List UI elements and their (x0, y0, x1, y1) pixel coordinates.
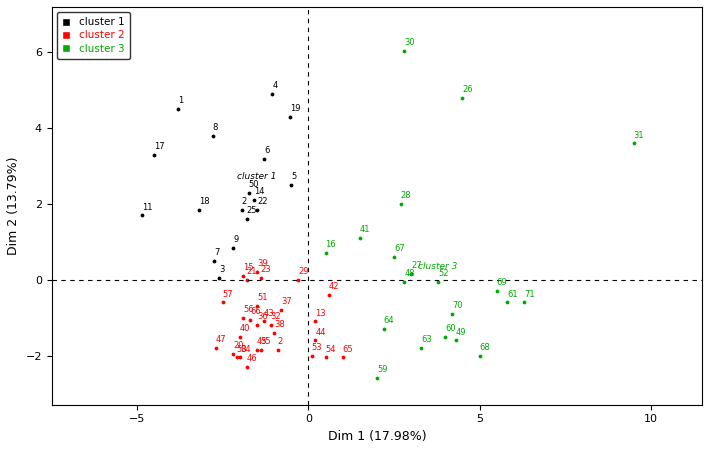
Text: 42: 42 (329, 282, 340, 291)
Text: 57: 57 (223, 290, 233, 299)
Text: 15: 15 (243, 263, 254, 272)
Text: 20: 20 (233, 341, 244, 350)
Text: 53: 53 (312, 343, 323, 352)
Text: 63: 63 (421, 335, 432, 344)
Text: 6: 6 (264, 146, 269, 155)
Text: 4: 4 (272, 81, 278, 90)
Text: 7: 7 (214, 248, 220, 257)
Text: 66: 66 (250, 307, 261, 316)
Text: 60: 60 (445, 324, 456, 333)
Text: cluster 1: cluster 1 (237, 172, 276, 181)
Text: 34: 34 (240, 345, 250, 354)
Text: 58: 58 (237, 345, 247, 354)
Text: 38: 38 (274, 320, 285, 329)
Text: 51: 51 (257, 293, 267, 302)
Text: 2: 2 (278, 337, 283, 346)
Text: 64: 64 (384, 316, 394, 325)
Text: 39: 39 (257, 259, 268, 268)
Text: 36: 36 (257, 312, 268, 321)
Text: 28: 28 (401, 191, 411, 200)
Text: 32: 32 (271, 312, 281, 321)
Text: 11: 11 (143, 202, 153, 211)
Text: 41: 41 (359, 225, 370, 234)
Text: 25: 25 (247, 207, 257, 216)
Text: 3: 3 (220, 265, 225, 274)
Legend: cluster 1, cluster 2, cluster 3: cluster 1, cluster 2, cluster 3 (57, 12, 130, 59)
Text: 21: 21 (247, 267, 257, 276)
Text: 50: 50 (249, 180, 259, 189)
Text: 52: 52 (438, 269, 449, 278)
Text: 35: 35 (260, 337, 271, 346)
Text: 29: 29 (298, 267, 308, 276)
Text: 54: 54 (325, 345, 336, 354)
Text: 45: 45 (257, 337, 267, 346)
Text: 59: 59 (377, 365, 387, 374)
Text: cluster 3: cluster 3 (418, 262, 457, 271)
Text: 13: 13 (316, 309, 326, 318)
Text: 8: 8 (213, 123, 218, 132)
Text: 47: 47 (216, 335, 227, 344)
Text: 68: 68 (479, 343, 491, 352)
Text: 19: 19 (289, 104, 300, 113)
Text: 2: 2 (242, 197, 247, 206)
Text: 1: 1 (179, 96, 184, 105)
Y-axis label: Dim 2 (13.79%): Dim 2 (13.79%) (7, 157, 20, 255)
Text: 43: 43 (264, 309, 274, 318)
Text: 14: 14 (254, 187, 264, 196)
Text: 22: 22 (257, 197, 267, 206)
Text: 18: 18 (199, 197, 210, 206)
Text: 48: 48 (404, 269, 415, 278)
Text: 70: 70 (452, 301, 463, 310)
Text: 16: 16 (325, 240, 336, 249)
Text: 61: 61 (507, 290, 518, 299)
Text: 49: 49 (456, 328, 466, 337)
Text: 65: 65 (342, 345, 353, 354)
X-axis label: Dim 1 (17.98%): Dim 1 (17.98%) (328, 430, 426, 443)
Text: 23: 23 (260, 265, 271, 274)
Text: 30: 30 (404, 38, 415, 47)
Text: 69: 69 (497, 278, 508, 287)
Text: 5: 5 (291, 172, 296, 181)
Text: 46: 46 (247, 354, 257, 363)
Text: 9: 9 (233, 235, 238, 244)
Text: 31: 31 (634, 130, 644, 140)
Text: 17: 17 (155, 142, 165, 151)
Text: 44: 44 (316, 328, 325, 337)
Text: 27: 27 (411, 261, 422, 270)
Text: 26: 26 (462, 85, 473, 94)
Text: 56: 56 (243, 305, 254, 314)
Text: 67: 67 (394, 244, 405, 253)
Text: 71: 71 (524, 290, 535, 299)
Text: 40: 40 (240, 324, 250, 333)
Text: 37: 37 (281, 297, 292, 306)
